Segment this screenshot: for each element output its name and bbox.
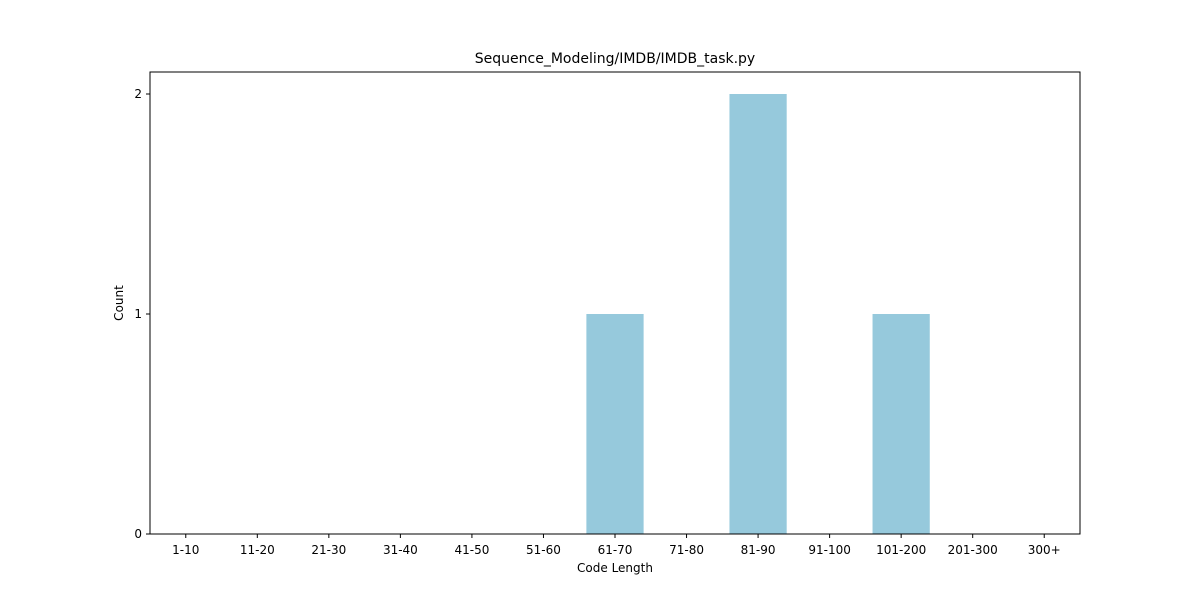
x-tick-label: 31-40 bbox=[383, 543, 418, 557]
x-tick-label: 71-80 bbox=[669, 543, 704, 557]
bar-101-200 bbox=[872, 314, 930, 534]
x-tick-label: 11-20 bbox=[240, 543, 275, 557]
x-tick-label: 91-100 bbox=[808, 543, 851, 557]
x-tick-label: 51-60 bbox=[526, 543, 561, 557]
x-axis-ticks: 1-10 11-20 21-30 31-40 41-50 51-60 61-70 71-80 8… bbox=[172, 534, 1061, 557]
bar-81-90 bbox=[729, 94, 787, 534]
bars-group bbox=[586, 94, 930, 534]
x-axis-label: Code Length bbox=[577, 561, 653, 575]
x-tick-label: 21-30 bbox=[311, 543, 346, 557]
chart-title: Sequence_Modeling/IMDB/IMDB_task.py bbox=[475, 51, 755, 67]
y-tick-label: 2 bbox=[134, 87, 142, 101]
bar-61-70 bbox=[586, 314, 644, 534]
x-tick-label: 300+ bbox=[1028, 543, 1061, 557]
y-tick-label: 0 bbox=[134, 527, 142, 541]
x-tick-label: 101-200 bbox=[876, 543, 926, 557]
y-tick-label: 1 bbox=[134, 307, 142, 321]
x-tick-label: 41-50 bbox=[454, 543, 489, 557]
x-tick-label: 201-300 bbox=[948, 543, 998, 557]
x-tick-label: 81-90 bbox=[741, 543, 776, 557]
y-axis-ticks: 0 1 2 bbox=[134, 87, 150, 541]
x-tick-label: 61-70 bbox=[598, 543, 633, 557]
y-axis-label: Count bbox=[112, 285, 126, 321]
x-tick-label: 1-10 bbox=[172, 543, 199, 557]
